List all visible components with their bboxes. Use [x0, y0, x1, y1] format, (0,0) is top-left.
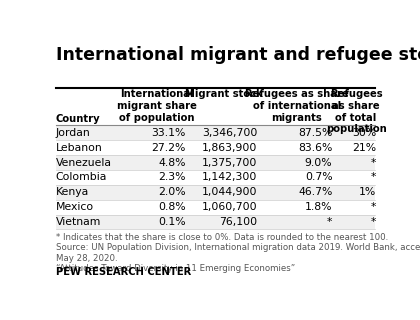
FancyBboxPatch shape [56, 214, 375, 229]
Text: 87.5%: 87.5% [298, 128, 333, 138]
Text: *: * [371, 157, 376, 167]
Text: Colombia: Colombia [56, 172, 107, 182]
Text: Source: UN Population Division, International migration data 2019. World Bank, a: Source: UN Population Division, Internat… [56, 244, 420, 263]
Text: Venezuela: Venezuela [56, 157, 112, 167]
Text: Refugees as share
of international
migrants: Refugees as share of international migra… [245, 89, 349, 123]
Text: 1,375,700: 1,375,700 [202, 157, 257, 167]
Text: 83.6%: 83.6% [298, 143, 333, 153]
Text: *: * [371, 217, 376, 227]
Text: Mexico: Mexico [56, 202, 94, 212]
Text: 0.1%: 0.1% [158, 217, 186, 227]
Text: 1,044,900: 1,044,900 [202, 187, 257, 197]
Text: 76,100: 76,100 [219, 217, 257, 227]
Text: 1,060,700: 1,060,700 [202, 202, 257, 212]
FancyBboxPatch shape [56, 125, 375, 140]
Text: 1%: 1% [359, 187, 376, 197]
Text: Lebanon: Lebanon [56, 143, 102, 153]
Text: Country: Country [56, 114, 100, 124]
Text: 9.0%: 9.0% [305, 157, 333, 167]
FancyBboxPatch shape [56, 185, 375, 200]
Text: 3,346,700: 3,346,700 [202, 128, 257, 138]
Text: * Indicates that the share is close to 0%. Data is rounded to the nearest 100.: * Indicates that the share is close to 0… [56, 233, 388, 242]
Text: 0.7%: 0.7% [305, 172, 333, 182]
Text: Vietnam: Vietnam [56, 217, 101, 227]
Text: 4.8%: 4.8% [158, 157, 186, 167]
Text: *: * [371, 172, 376, 182]
Text: Refugees
as share
of total
population: Refugees as share of total population [326, 89, 386, 134]
Text: 2.3%: 2.3% [158, 172, 186, 182]
Text: PEW RESEARCH CENTER: PEW RESEARCH CENTER [56, 268, 191, 277]
Text: 2.0%: 2.0% [158, 187, 186, 197]
Text: 30%: 30% [352, 128, 376, 138]
Text: 46.7%: 46.7% [298, 187, 333, 197]
Text: 21%: 21% [352, 143, 376, 153]
Text: 1.8%: 1.8% [305, 202, 333, 212]
Text: “Attitudes Toward Diversity in 11 Emerging Economies”: “Attitudes Toward Diversity in 11 Emergi… [56, 264, 295, 273]
Text: Migrant stock: Migrant stock [184, 89, 262, 100]
Text: International
migrant share
of population: International migrant share of populatio… [117, 89, 197, 123]
Text: 27.2%: 27.2% [152, 143, 186, 153]
Text: 0.8%: 0.8% [158, 202, 186, 212]
Text: 33.1%: 33.1% [152, 128, 186, 138]
Text: 1,863,900: 1,863,900 [202, 143, 257, 153]
Text: Kenya: Kenya [56, 187, 89, 197]
Text: 1,142,300: 1,142,300 [202, 172, 257, 182]
Text: Jordan: Jordan [56, 128, 90, 138]
Text: International migrant and refugee stock data: International migrant and refugee stock … [56, 46, 420, 64]
FancyBboxPatch shape [56, 155, 375, 170]
Text: *: * [327, 217, 333, 227]
Text: *: * [371, 202, 376, 212]
